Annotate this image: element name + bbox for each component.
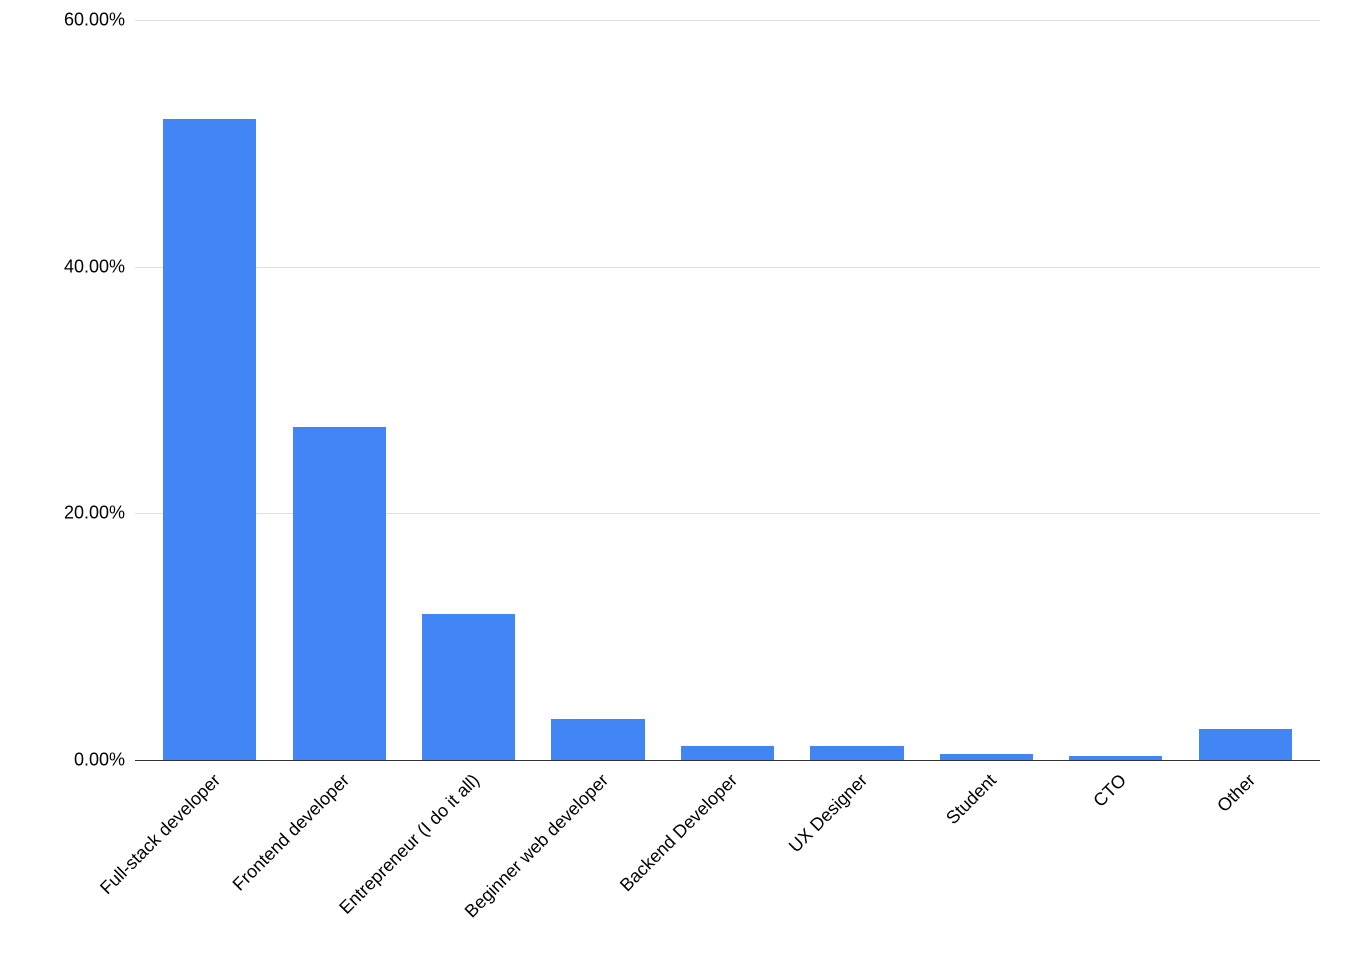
baseline <box>135 760 1320 761</box>
bar <box>681 746 774 760</box>
bar <box>551 719 644 760</box>
y-tick-label: 20.00% <box>64 503 125 524</box>
x-tick-label: UX Designer <box>785 770 872 857</box>
x-tick-label: CTO <box>1089 770 1130 811</box>
x-tick-label: Student <box>942 770 1001 829</box>
x-tick-label: Full-stack developer <box>96 770 225 899</box>
bar-slot <box>1051 20 1180 760</box>
bar <box>940 754 1033 760</box>
bar-slot <box>404 20 533 760</box>
bar <box>293 427 386 760</box>
x-axis-labels: Full-stack developerFrontend developerEn… <box>135 770 1320 970</box>
y-tick-label: 0.00% <box>74 750 125 771</box>
bar <box>810 746 903 760</box>
x-label-slot: CTO <box>1051 770 1180 970</box>
bar-slot <box>792 20 921 760</box>
bar-slot <box>274 20 403 760</box>
bar-slot <box>1181 20 1310 760</box>
bars-wrapper <box>135 20 1320 760</box>
x-label-slot: UX Designer <box>792 770 921 970</box>
y-tick-label: 60.00% <box>64 10 125 31</box>
x-label-slot: Other <box>1181 770 1310 970</box>
bar <box>163 119 256 760</box>
bar <box>1199 729 1292 760</box>
bar-slot <box>663 20 792 760</box>
bar <box>422 614 515 760</box>
y-tick-label: 40.00% <box>64 256 125 277</box>
x-label-slot: Student <box>922 770 1051 970</box>
x-label-slot: Backend Developer <box>663 770 792 970</box>
bar-slot <box>533 20 662 760</box>
plot-area <box>135 20 1320 760</box>
bar-chart: Full-stack developerFrontend developerEn… <box>30 20 1320 950</box>
bar <box>1069 756 1162 760</box>
bar-slot <box>922 20 1051 760</box>
bar-slot <box>145 20 274 760</box>
x-tick-label: Other <box>1213 770 1260 817</box>
